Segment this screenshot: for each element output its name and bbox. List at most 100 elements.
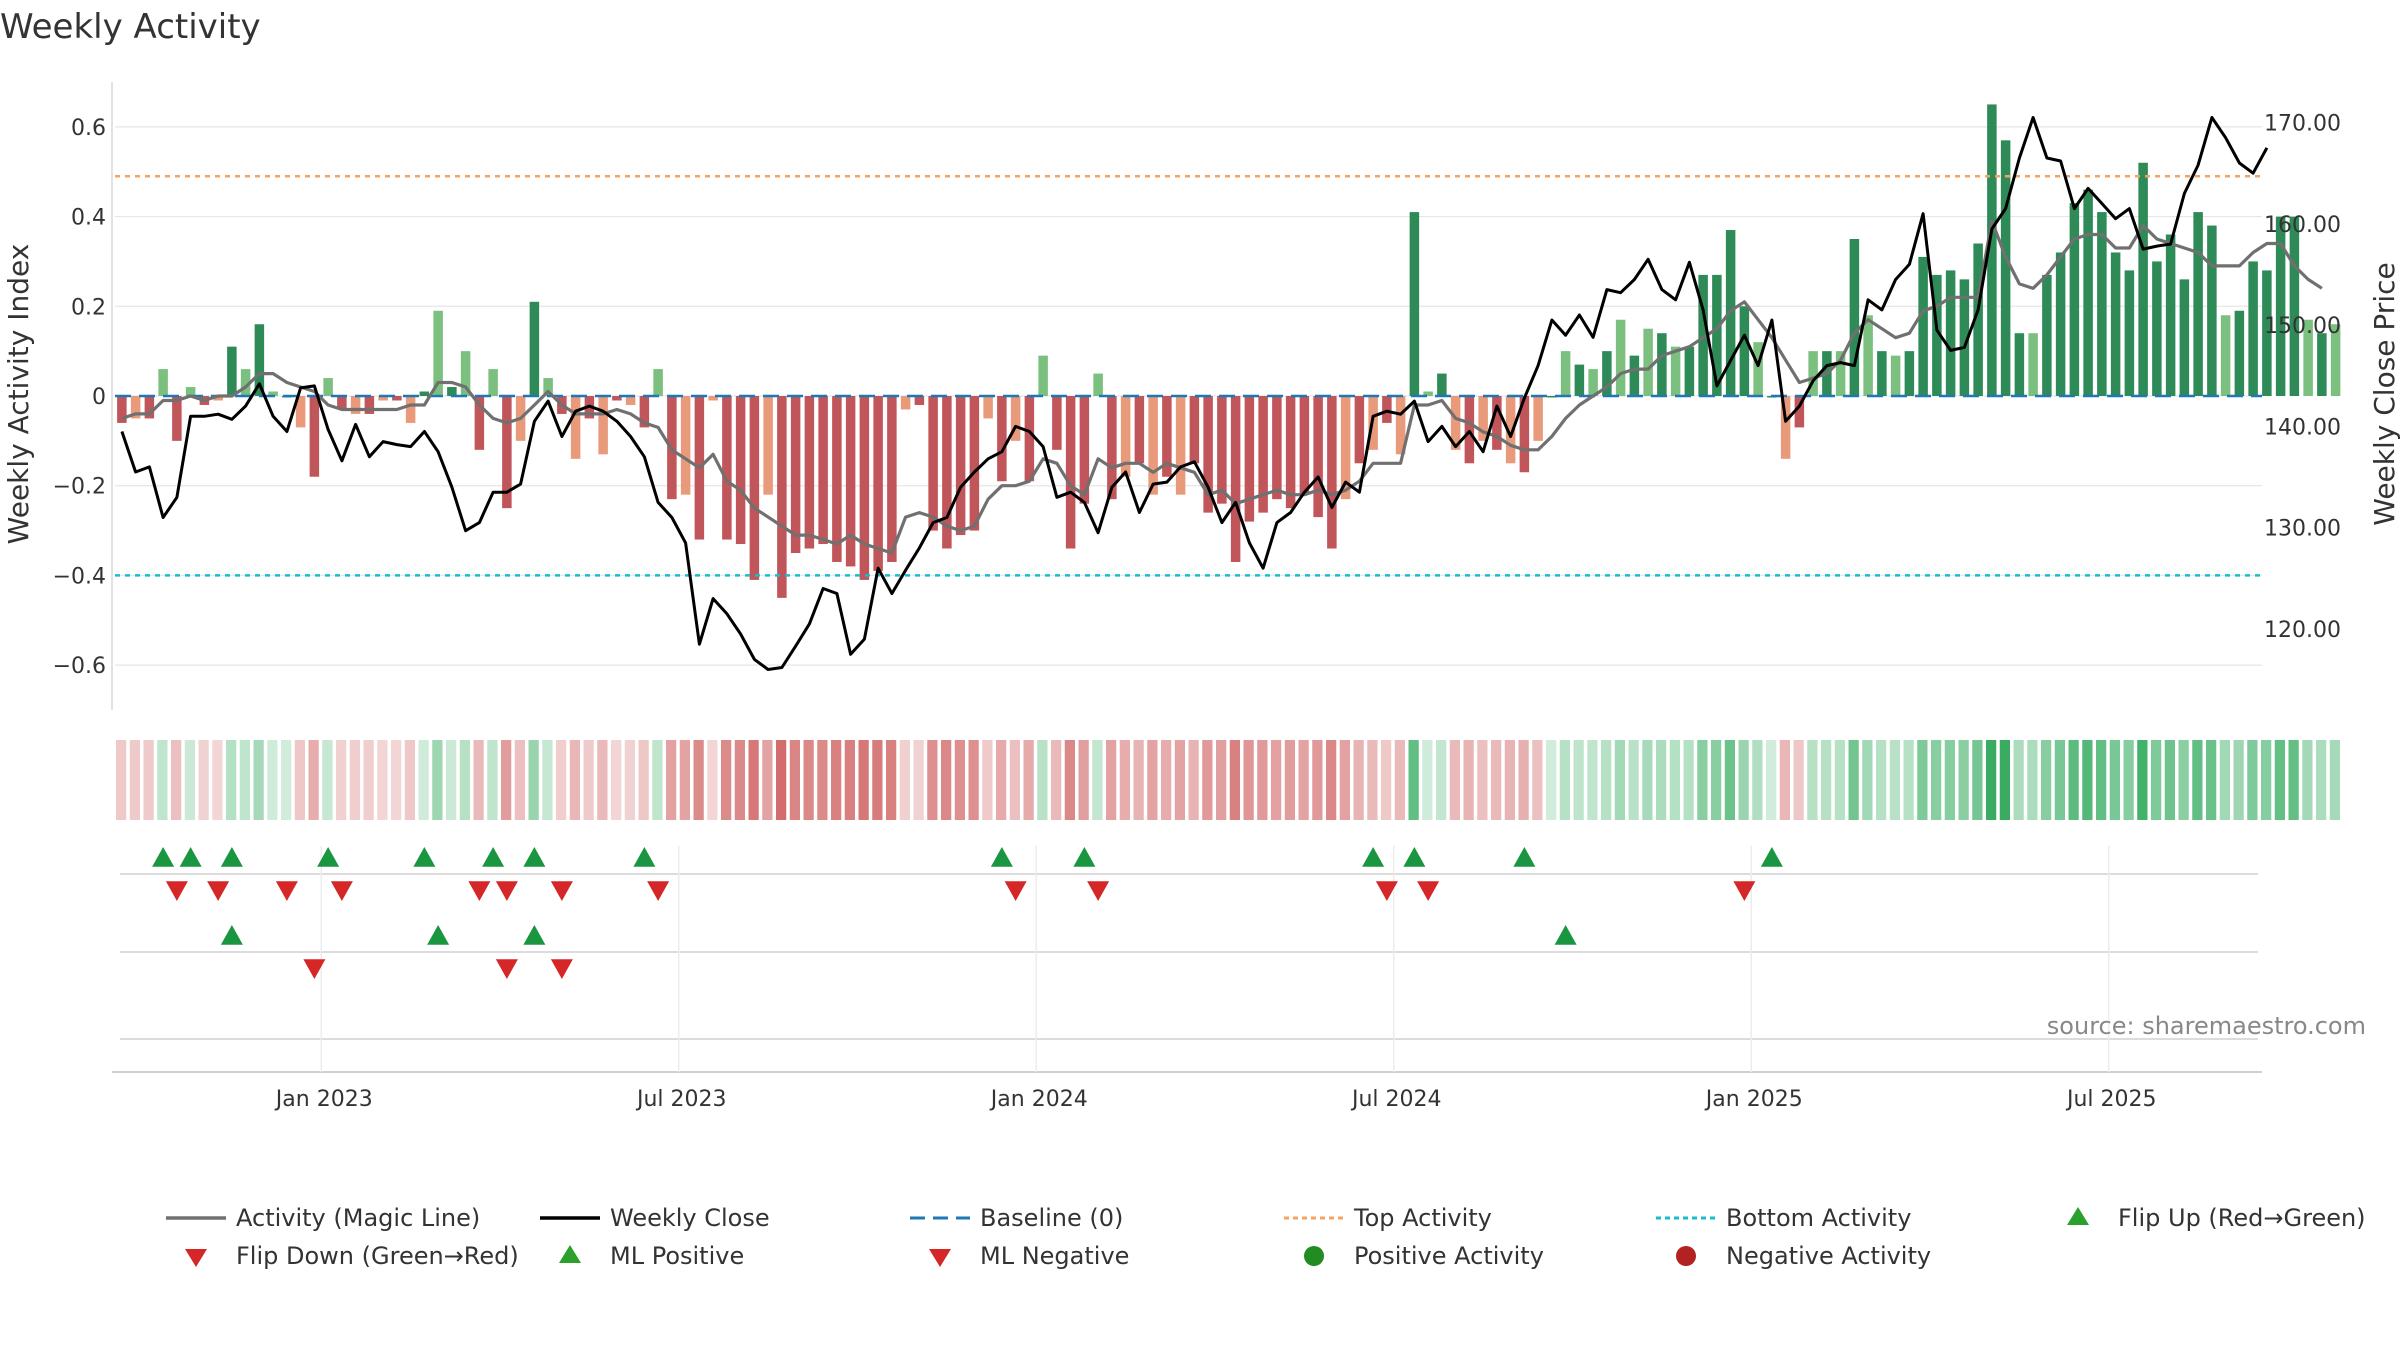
activity-bar — [1120, 396, 1131, 477]
activity-bar — [763, 396, 773, 495]
y-tick-label: −0.6 — [53, 654, 106, 679]
heatmap-cell — [418, 740, 429, 820]
heatmap-cell — [1573, 740, 1584, 820]
activity-bar — [543, 378, 553, 396]
ml-positive-marker — [523, 925, 546, 945]
legend-triangle-up-swatch — [559, 1245, 581, 1263]
activity-bar — [625, 396, 636, 405]
activity-bar — [1739, 306, 1750, 396]
heatmap-cell — [294, 740, 305, 820]
activity-bar — [227, 346, 237, 396]
legend-triangle-up-swatch — [2067, 1207, 2089, 1225]
activity-bars — [117, 104, 2341, 598]
activity-bar — [1313, 396, 1323, 518]
activity-bar — [1107, 396, 1117, 500]
heatmap-cell — [1188, 740, 1199, 820]
heatmap-cell — [2096, 740, 2107, 820]
activity-bar — [1602, 351, 1612, 396]
heatmap-cell — [1656, 740, 1667, 820]
activity-bar — [1835, 351, 1846, 396]
activity-bar — [1409, 212, 1420, 396]
activity-bar — [2234, 310, 2245, 396]
activity-bar — [653, 369, 663, 396]
activity-bar — [1904, 351, 1915, 396]
x-tick-label: Jan 2025 — [1704, 1087, 1803, 1112]
y-tick-label: 150.00 — [2264, 314, 2341, 339]
activity-bar — [914, 396, 925, 405]
heatmap-cell — [1807, 740, 1818, 820]
heatmap-cell — [1834, 740, 1845, 820]
heatmap-cell — [1243, 740, 1254, 820]
activity-bar — [2042, 274, 2052, 396]
flip-down-marker — [550, 881, 573, 901]
heatmap-cell — [666, 740, 677, 820]
activity-bar — [1450, 396, 1461, 450]
legend-item: Top Activity — [1284, 1204, 1492, 1232]
heatmap-cell — [831, 740, 842, 820]
activity-bar — [529, 301, 540, 396]
activity-bar — [268, 391, 278, 396]
activity-bar — [680, 396, 691, 495]
activity-bar — [2055, 252, 2066, 396]
heatmap-cell — [2178, 740, 2189, 820]
activity-bar — [158, 369, 168, 396]
activity-bar — [213, 396, 223, 401]
heatmap-cell — [171, 740, 182, 820]
heatmap-cell — [1298, 740, 1309, 820]
legend-label: Weekly Close — [610, 1204, 770, 1232]
heatmap-cell — [2137, 740, 2148, 820]
magic-line-series — [121, 219, 2323, 555]
x-tick-label: Jul 2024 — [1350, 1087, 1442, 1112]
heatmap-cell — [404, 740, 415, 820]
heatmap-cell — [941, 740, 952, 820]
activity-bar — [1230, 396, 1241, 562]
activity-bar — [502, 396, 512, 509]
signal-marker-panels — [112, 846, 2262, 1073]
heatmap-cell — [1078, 740, 1089, 820]
heatmap-cell — [473, 740, 484, 820]
right-y-ticks: 170.00 160.00 150.00 140.00 130.00 120.00 — [2264, 112, 2341, 643]
ml-negative-marker — [303, 959, 326, 979]
heatmap-cell — [886, 740, 897, 820]
activity-bar — [722, 396, 732, 540]
y-tick-label: 130.00 — [2264, 517, 2341, 542]
heatmap-cell — [1889, 740, 1900, 820]
heatmap-cell — [459, 740, 470, 820]
heatmap-cell — [157, 740, 168, 820]
heatmap-cell — [1477, 740, 1488, 820]
activity-bar — [1134, 396, 1145, 464]
activity-bar — [2069, 203, 2080, 396]
heatmap-cell — [2068, 740, 2079, 820]
heatmap-cell — [501, 740, 512, 820]
legend-label: Baseline (0) — [980, 1204, 1123, 1232]
activity-bar — [2220, 315, 2231, 396]
activity-bar — [1588, 369, 1598, 396]
heatmap-cell — [1504, 740, 1515, 820]
legend-item: Positive Activity — [1304, 1242, 1544, 1270]
activity-bar — [2097, 212, 2107, 396]
legend-label: ML Positive — [610, 1242, 744, 1270]
heatmap-cell — [1931, 740, 1942, 820]
activity-bar — [364, 396, 375, 414]
flip-down-marker — [1417, 881, 1440, 901]
legend-item: Bottom Activity — [1656, 1204, 1911, 1232]
heatmap-cell — [789, 740, 800, 820]
legend-label: Negative Activity — [1726, 1242, 1931, 1270]
activity-bar — [2248, 261, 2258, 396]
activity-bar — [1244, 396, 1255, 522]
heatmap-cell — [198, 740, 209, 820]
heatmap-cell — [1601, 740, 1612, 820]
x-tick-label: Jul 2025 — [2065, 1087, 2157, 1112]
activity-bar — [1340, 396, 1351, 500]
x-tick-labels: Jan 2023 Jul 2023 Jan 2024 Jul 2024 Jan 2025… — [274, 1087, 2157, 1112]
heatmap-cell — [487, 740, 498, 820]
heatmap-cell — [1559, 740, 1570, 820]
activity-bar — [832, 396, 842, 562]
activity-bar — [1684, 346, 1695, 396]
activity-bar — [1354, 396, 1365, 464]
activity-bar — [1945, 270, 1956, 396]
flip-up-marker — [1760, 847, 1783, 867]
heatmap-cell — [1999, 740, 2010, 820]
activity-bar — [1423, 391, 1433, 396]
heatmap-cell — [2233, 740, 2244, 820]
